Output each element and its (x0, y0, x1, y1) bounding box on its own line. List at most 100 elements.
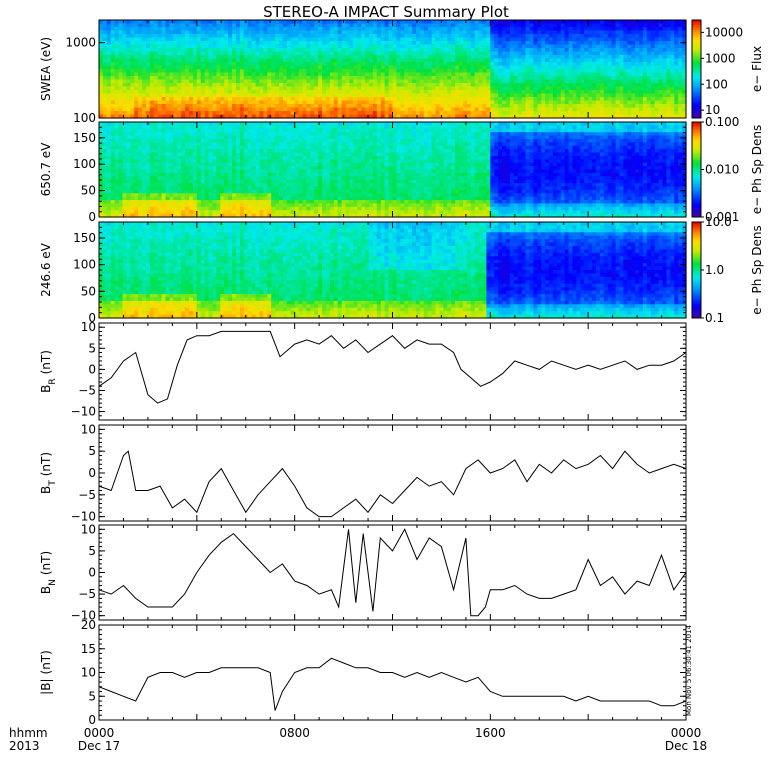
heatmap-cell (185, 142, 190, 147)
heatmap-cell (380, 44, 386, 49)
heatmap-cell (365, 62, 370, 67)
heatmap-cell (423, 111, 429, 116)
heatmap-cell (177, 155, 182, 160)
heatmap-cell (431, 20, 437, 25)
heatmap-cell (392, 34, 398, 39)
heatmap-cell (177, 100, 182, 105)
heatmap-cell (462, 111, 468, 116)
heatmap-cell (451, 34, 456, 39)
heatmap-cell (396, 27, 401, 32)
heatmap-cell (196, 37, 202, 42)
heatmap-cell (255, 55, 261, 60)
heatmap-cell (560, 69, 566, 74)
heatmap-cell (537, 69, 542, 74)
colorbar-step (692, 115, 701, 119)
heatmap-cell (322, 51, 327, 56)
heatmap-cell (455, 93, 460, 98)
heatmap-cell (635, 51, 640, 56)
heatmap-cell (157, 206, 163, 211)
heatmap-cell (325, 27, 331, 32)
heatmap-2 (99, 122, 687, 218)
heatmap-cell (349, 48, 354, 53)
heatmap-cell (541, 104, 546, 109)
heatmap-cell (118, 86, 124, 91)
heatmap-cell (357, 107, 362, 112)
heatmap-cell (674, 34, 679, 39)
heatmap-cell (580, 58, 585, 63)
heatmap-cell (357, 37, 362, 42)
heatmap-cell (243, 107, 249, 112)
heatmap-cell (365, 51, 370, 56)
heatmap-cell (302, 62, 307, 67)
heatmap-cell (255, 111, 261, 116)
heatmap-cell (505, 62, 511, 67)
heatmap-cell (517, 48, 523, 53)
heatmap-cell (157, 34, 163, 39)
heatmap-cell (678, 65, 683, 70)
heatmap-cell (173, 37, 178, 42)
heatmap-cell (556, 104, 562, 109)
heatmap-cell (189, 189, 194, 194)
heatmap-cell (435, 23, 441, 28)
colorbar-step (692, 56, 701, 60)
heatmap-cell (114, 138, 120, 143)
heatmap-cell (396, 62, 401, 67)
heatmap-cell (224, 27, 229, 32)
heatmap-cell (369, 37, 374, 42)
heatmap-cell (556, 93, 562, 98)
heatmap-cell (165, 65, 171, 70)
heatmap-cell (271, 107, 276, 112)
heatmap-cell (185, 48, 190, 53)
heatmap-cell (415, 90, 421, 95)
heatmap-cell (568, 83, 574, 88)
heatmap-cell (149, 125, 155, 130)
heatmap-cell (251, 72, 257, 77)
heatmap-cell (306, 111, 311, 116)
heatmap-cell (138, 210, 143, 215)
heatmap-cell (267, 69, 272, 74)
heatmap-cell (568, 107, 574, 112)
heatmap-cell (639, 30, 644, 35)
heatmap-cell (369, 97, 374, 102)
heatmap-cell (545, 100, 550, 105)
heatmap-cell (173, 65, 178, 70)
heatmap-cell (149, 179, 155, 184)
heatmap-cell (494, 114, 499, 119)
heatmap-cell (306, 48, 311, 53)
heatmap-cell (439, 100, 444, 105)
heatmap-cell (361, 23, 366, 28)
heatmap-cell (145, 51, 151, 56)
heatmap-cell (149, 69, 155, 74)
heatmap-cell (208, 37, 214, 42)
heatmap-cell (462, 86, 468, 91)
heatmap-cell (251, 86, 257, 91)
heatmap-cell (298, 76, 304, 81)
heatmap-cell (615, 58, 621, 63)
heatmap-cell (353, 55, 358, 60)
heatmap-cell (682, 90, 687, 95)
heatmap-cell (126, 72, 131, 77)
heatmap-cell (220, 69, 225, 74)
heatmap-cell (322, 20, 327, 25)
heatmap-cell (521, 93, 527, 98)
heatmap-cell (404, 41, 409, 46)
heatmap-cell (611, 69, 617, 74)
heatmap-cell (153, 55, 159, 60)
heatmap-cell (412, 65, 417, 70)
heatmap-cell (181, 100, 186, 105)
heatmap-cell (584, 44, 589, 49)
heatmap-cell (110, 20, 116, 25)
heatmap-cell (322, 65, 327, 70)
heatmap-cell (498, 90, 503, 95)
heatmap-cell (341, 30, 347, 35)
heatmap-cell (165, 62, 171, 67)
heatmap-cell (165, 30, 171, 35)
heatmap-cell (521, 41, 527, 46)
heatmap-cell (322, 114, 327, 119)
heatmap-cell (560, 37, 566, 42)
heatmap-cell (494, 100, 499, 105)
heatmap-cell (556, 62, 562, 67)
heatmap-cell (220, 41, 225, 46)
heatmap-cell (529, 97, 534, 102)
heatmap-cell (279, 34, 284, 39)
